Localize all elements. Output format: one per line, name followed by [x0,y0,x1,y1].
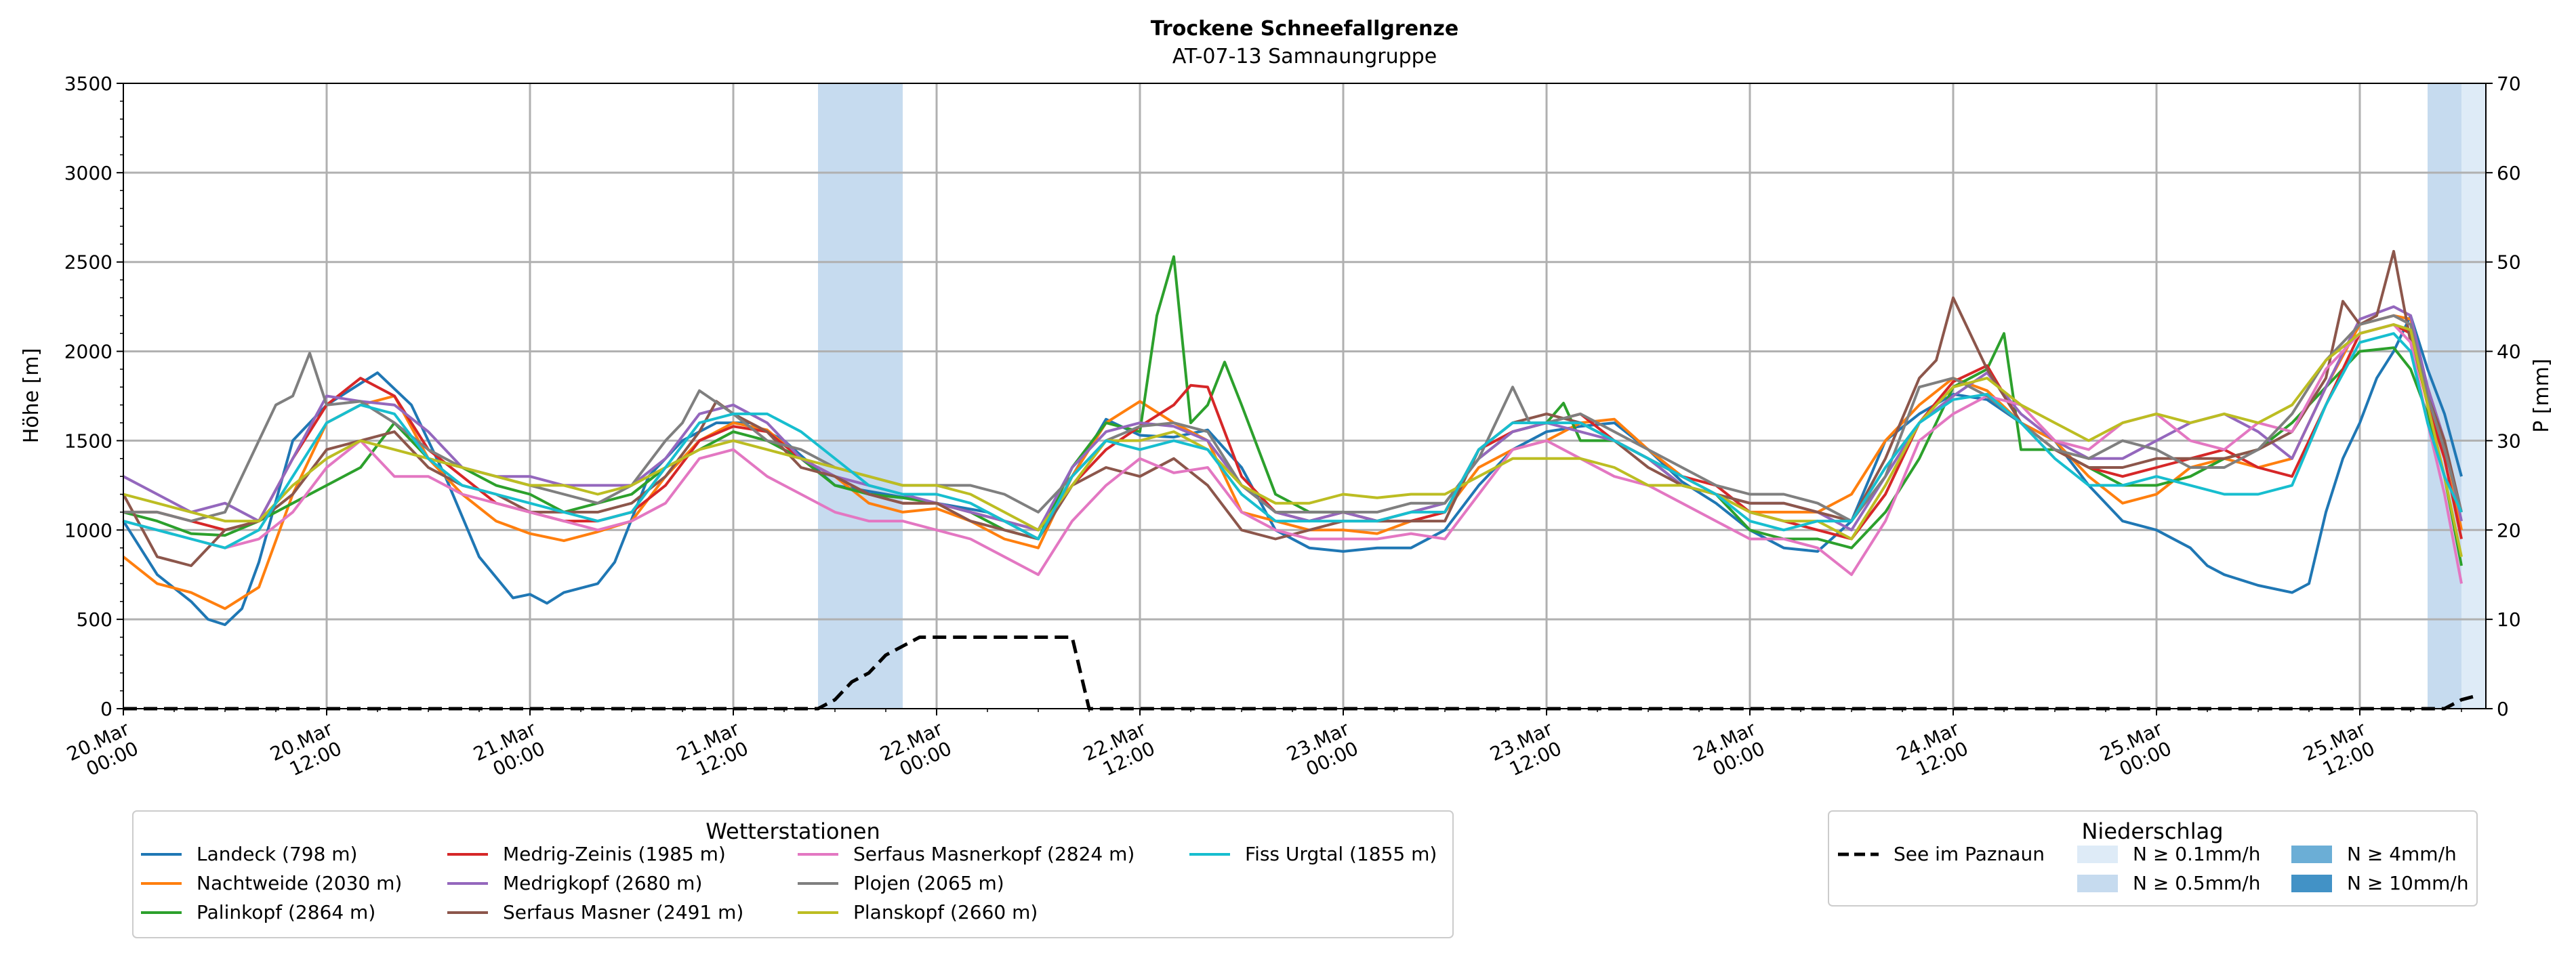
series-line [123,305,2463,532]
legend-stations-title: Wetterstationen [706,818,880,844]
legend-swatch [2077,846,2118,863]
y-tick-label: 2000 [64,341,113,363]
precip-band [2461,83,2486,709]
grid [123,83,2486,709]
series-line [122,314,2463,610]
legend-entry: Medrig-Zeinis (1985 m) [447,843,726,865]
series-lines [122,249,2479,711]
y-axis-left: 0 500 1000 1500 2000 2500 3000 3500 [64,72,123,720]
y-tick-label: 1500 [64,430,113,452]
y-axis-label: Höhe [m] [20,348,43,444]
y-right-tick-label: 60 [2497,162,2521,184]
legend-entry: Serfaus Masnerkopf (2824 m) [798,843,1134,865]
y-axis-label-right: P [mm] [2530,358,2554,432]
series-line [123,314,2463,523]
precip-band [2428,83,2461,709]
legend-precip-title: Niederschlag [2081,818,2223,844]
legend-entry: Fiss Urgtal (1855 m) [1189,843,1437,865]
legend-label: N ≥ 0.5mm/h [2133,872,2260,894]
legend-label: See im Paznaun [1894,843,2045,865]
y-right-tick-label: 30 [2497,430,2521,452]
y-tick-label: 3000 [64,162,113,184]
legend-label: Medrigkopf (2680 m) [503,872,702,894]
precipitation-bands [818,83,2486,709]
y-right-tick-label: 50 [2497,251,2521,274]
legend-entry: Serfaus Masner (2491 m) [447,901,743,923]
y-right-tick-label: 20 [2497,519,2521,541]
legend-entry: Palinkopf (2864 m) [141,901,375,923]
legend-label: N ≥ 10mm/h [2347,872,2469,894]
legend-label: Serfaus Masnerkopf (2824 m) [853,843,1134,865]
y-tick-label: 3500 [64,72,113,95]
legend-label: Fiss Urgtal (1855 m) [1245,843,1437,865]
legend-entry: Medrigkopf (2680 m) [447,872,702,894]
plot-frame [123,83,2487,709]
series-line [123,323,2463,558]
legend-label: N ≥ 0.1mm/h [2133,843,2260,865]
y-axis-right: 0 10 20 30 40 50 60 70 [2486,72,2521,720]
legend-entry: Planskopf (2660 m) [798,901,1038,923]
legend-label: Planskopf (2660 m) [853,901,1038,923]
y-tick-label: 1000 [64,519,113,541]
legend-label: Medrig-Zeinis (1985 m) [503,843,726,865]
y-right-tick-label: 0 [2497,698,2509,720]
legend-label: Palinkopf (2864 m) [197,901,375,923]
y-tick-label: 0 [100,698,113,720]
y-right-tick-label: 10 [2497,608,2521,631]
precip-legend-entry: N ≥ 0.5mm/h [2077,872,2260,894]
precip-legend-entry: N ≥ 10mm/h [2291,872,2469,894]
legend-label: Nachtweide (2030 m) [197,872,402,894]
legend-swatch [2077,875,2118,892]
legend-entry: Plojen (2065 m) [798,872,1004,894]
legend-stations: Wetterstationen Landeck (798 m) Nachtweid… [132,810,1454,938]
legend-precipitation: Niederschlag See im Paznaun N ≥ 0.1mm/h N … [1828,810,2478,907]
chart-title: Trockene Schneefallgrenze [1151,17,1458,41]
precip-band [818,83,903,709]
legend-entry: Nachtweide (2030 m) [141,872,402,894]
chart-subtitle: AT-07-13 Samnaungruppe [1172,45,1437,68]
legend-label: Landeck (798 m) [197,843,357,865]
precip-legend-entry: See im Paznaun [1838,843,2045,865]
legend-swatch [2291,846,2332,863]
y-right-tick-label: 40 [2497,341,2521,363]
precip-legend-entry: N ≥ 0.1mm/h [2077,843,2260,865]
series-line [122,314,2463,627]
series-line [122,249,2463,567]
series-line [123,332,2463,549]
y-right-tick-label: 70 [2497,72,2521,95]
legend-label: N ≥ 4mm/h [2347,843,2457,865]
precip-legend-entry: N ≥ 4mm/h [2291,843,2457,865]
y-tick-label: 2500 [64,251,113,274]
legend-entry: Landeck (798 m) [141,843,357,865]
legend-label: Serfaus Masner (2491 m) [503,901,743,923]
series-line [123,255,2463,566]
legend-swatch [2291,875,2332,892]
series-line [123,636,2479,711]
y-tick-label: 500 [77,608,113,631]
legend-label: Plojen (2065 m) [853,872,1004,894]
